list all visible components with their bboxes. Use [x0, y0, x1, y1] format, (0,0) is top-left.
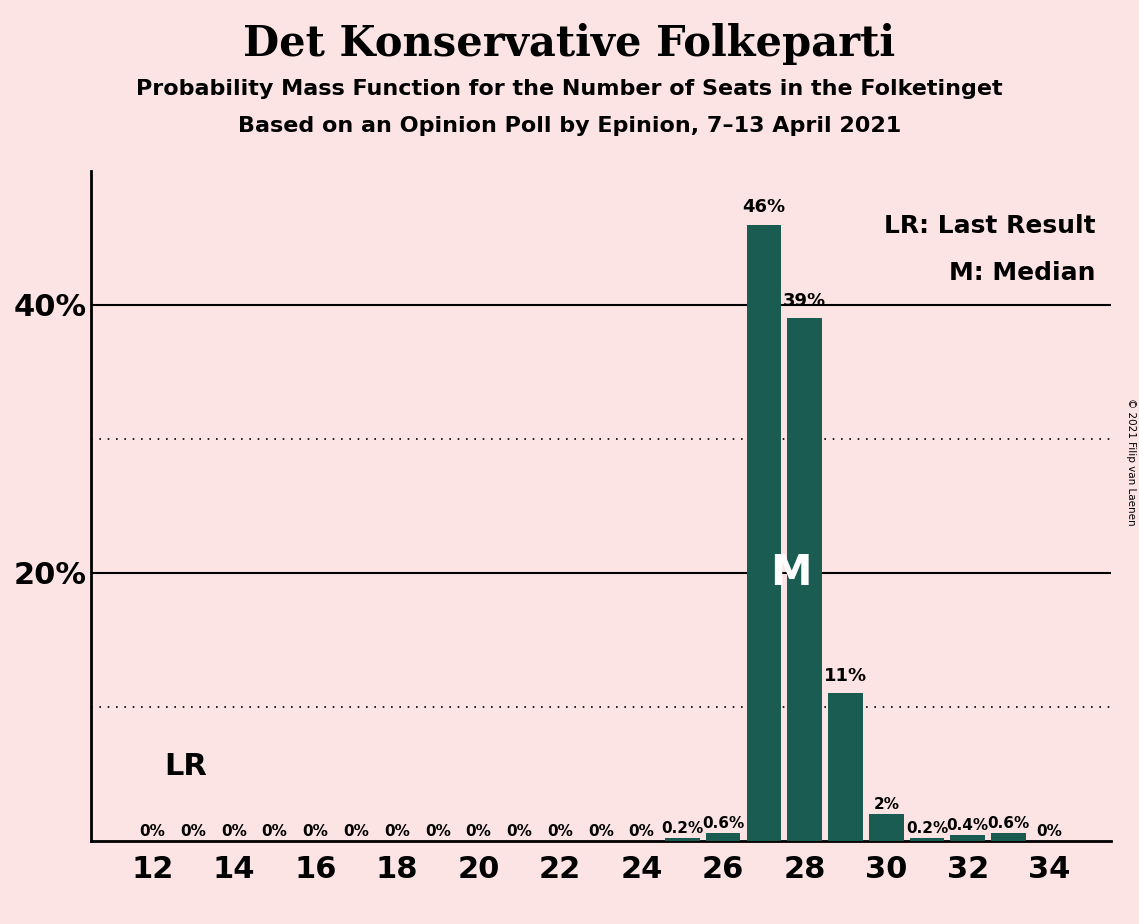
Text: © 2021 Filip van Laenen: © 2021 Filip van Laenen [1126, 398, 1136, 526]
Text: 0%: 0% [588, 824, 614, 839]
Bar [787, 319, 822, 841]
Text: 0%: 0% [1036, 824, 1063, 839]
Text: 11%: 11% [823, 667, 867, 686]
Bar [828, 693, 863, 841]
Text: 0%: 0% [303, 824, 328, 839]
Text: 0.2%: 0.2% [906, 821, 948, 836]
Text: M: Median: M: Median [949, 261, 1096, 286]
Text: 0%: 0% [343, 824, 369, 839]
Text: 0%: 0% [180, 824, 206, 839]
Text: 2%: 2% [874, 797, 900, 812]
Bar [746, 225, 781, 841]
Text: 0%: 0% [384, 824, 410, 839]
Text: 0%: 0% [466, 824, 491, 839]
Text: 0%: 0% [221, 824, 247, 839]
Text: 0.2%: 0.2% [662, 821, 704, 836]
Bar [910, 838, 944, 841]
Text: 0%: 0% [629, 824, 655, 839]
Text: 0%: 0% [425, 824, 451, 839]
Text: LR: LR [164, 751, 207, 781]
Bar [706, 833, 740, 841]
Text: 0.6%: 0.6% [988, 816, 1030, 831]
Text: M: M [770, 552, 812, 594]
Text: 0%: 0% [262, 824, 287, 839]
Text: 0.6%: 0.6% [702, 816, 744, 831]
Text: LR: Last Result: LR: Last Result [884, 214, 1096, 238]
Text: Probability Mass Function for the Number of Seats in the Folketinget: Probability Mass Function for the Number… [137, 79, 1002, 99]
Text: 0%: 0% [547, 824, 573, 839]
Text: 46%: 46% [743, 199, 786, 216]
Text: 0%: 0% [507, 824, 532, 839]
Bar [665, 838, 699, 841]
Bar [991, 833, 1026, 841]
Text: Det Konservative Folkeparti: Det Konservative Folkeparti [244, 23, 895, 65]
Bar [869, 814, 903, 841]
Text: 39%: 39% [784, 292, 826, 310]
Text: 0.4%: 0.4% [947, 819, 989, 833]
Text: 0%: 0% [139, 824, 165, 839]
Text: Based on an Opinion Poll by Epinion, 7–13 April 2021: Based on an Opinion Poll by Epinion, 7–1… [238, 116, 901, 136]
Bar [950, 835, 985, 841]
